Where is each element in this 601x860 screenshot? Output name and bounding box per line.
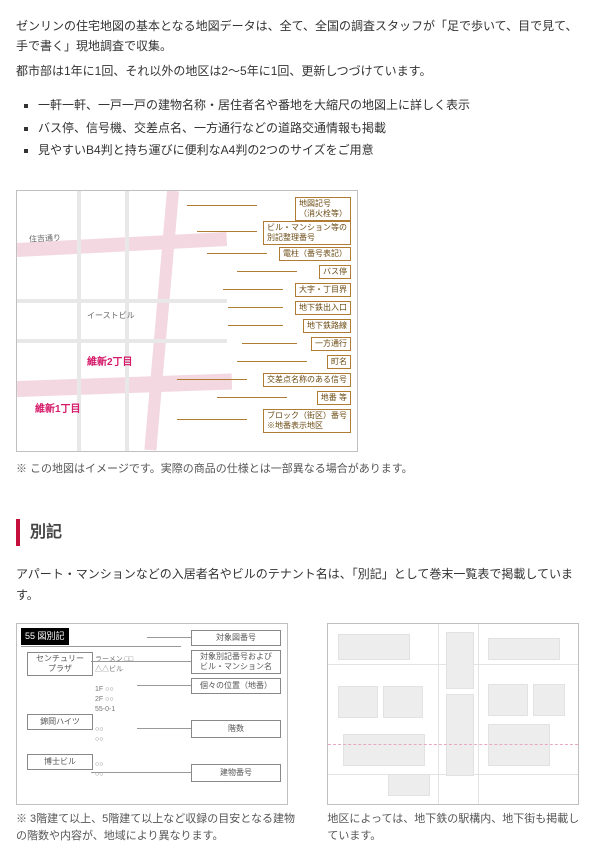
map-callout: 地下鉄出入口 xyxy=(295,301,351,315)
map-callout: 地図記号（消火栓等） xyxy=(295,197,351,220)
map-note: ※ この地図はイメージです。実際の商品の仕様とは一部異なる場合があります。 xyxy=(16,460,585,479)
building-label: イーストビル xyxy=(87,309,135,323)
intro-line-1: ゼンリンの住宅地図の基本となる地図データは、全て、全国の調査スタッフが「足で歩い… xyxy=(16,16,585,57)
map-callout: 一方通行 xyxy=(311,337,351,351)
bekki-box: 階数 xyxy=(191,720,281,738)
bekki-left-caption: ※ 3階建て以上、5階建て以上など収録の目安となる建物の階数や内容が、地域により… xyxy=(16,811,303,844)
bekki-box: 個々の位置（地番） xyxy=(191,678,281,694)
bekki-box: 対象図番号 xyxy=(191,630,281,646)
feature-item: 一軒一軒、一戸一戸の建物名称・居住者名や番地を大縮尺の地図上に詳しく表示 xyxy=(38,95,585,115)
feature-item: 見やすいB4判と持ち運びに便利なA4判の2つのサイズをご用意 xyxy=(38,140,585,160)
map-figure: 住吉通り 維新2丁目 維新1丁目 イーストビル 地図記号（消火栓等） ビル・マン… xyxy=(16,190,585,479)
map-callout: 地番 等 xyxy=(317,391,351,405)
bekki-name: センチュリープラザ xyxy=(27,652,93,676)
bekki-panel-title: 55 図別記 xyxy=(21,628,69,645)
bekki-right-panel xyxy=(327,623,579,805)
district-label: 維新2丁目 xyxy=(87,354,133,371)
bekki-right-caption: 地区によっては、地下鉄の駅構内、地下街も掲載しています。 xyxy=(327,811,585,844)
map-callout: 大字・丁目界 xyxy=(295,283,351,297)
map-callout: バス停 xyxy=(319,265,351,279)
intro-text: ゼンリンの住宅地図の基本となる地図データは、全て、全国の調査スタッフが「足で歩い… xyxy=(16,16,585,81)
map-callout: ブロック（街区）番号※地番表示地区 xyxy=(263,409,351,432)
district-label: 維新1丁目 xyxy=(35,401,81,418)
street-label: 住吉通り xyxy=(29,232,62,247)
bekki-name: 博士ビル xyxy=(27,754,93,770)
bekki-name: 錦岡ハイツ xyxy=(27,714,93,730)
section-heading-bekki: 別記 xyxy=(16,519,585,546)
bekki-paragraph: アパート・マンションなどの入居者名やビルのテナント名は、「別記」として巻末一覧表… xyxy=(16,564,585,605)
map-callout: ビル・マンション等の別記整理番号 xyxy=(263,221,351,244)
bekki-row: 55 図別記 対象図番号 対象別記番号およびビル・マンション名 個々の位置（地番… xyxy=(16,623,585,844)
feature-item: バス停、信号機、交差点名、一方通行などの道路交通情報も掲載 xyxy=(38,118,585,138)
map-callout: 町名 xyxy=(327,355,351,369)
map-callout: 電柱（番号表記） xyxy=(279,247,351,261)
bekki-box: 対象別記番号およびビル・マンション名 xyxy=(191,650,281,674)
map-callout: 地下鉄路線 xyxy=(303,319,351,333)
bekki-box: 建物番号 xyxy=(191,764,281,782)
intro-line-2: 都市部は1年に1回、それ以外の地区は2～5年に1回、更新しつづけています。 xyxy=(16,61,585,81)
bekki-left-panel: 55 図別記 対象図番号 対象別記番号およびビル・マンション名 個々の位置（地番… xyxy=(16,623,288,805)
map-callout: 交差点名称のある信号 xyxy=(263,373,351,387)
map-canvas: 住吉通り 維新2丁目 維新1丁目 イーストビル 地図記号（消火栓等） ビル・マン… xyxy=(16,190,358,452)
feature-list: 一軒一軒、一戸一戸の建物名称・居住者名や番地を大縮尺の地図上に詳しく表示 バス停… xyxy=(16,95,585,160)
